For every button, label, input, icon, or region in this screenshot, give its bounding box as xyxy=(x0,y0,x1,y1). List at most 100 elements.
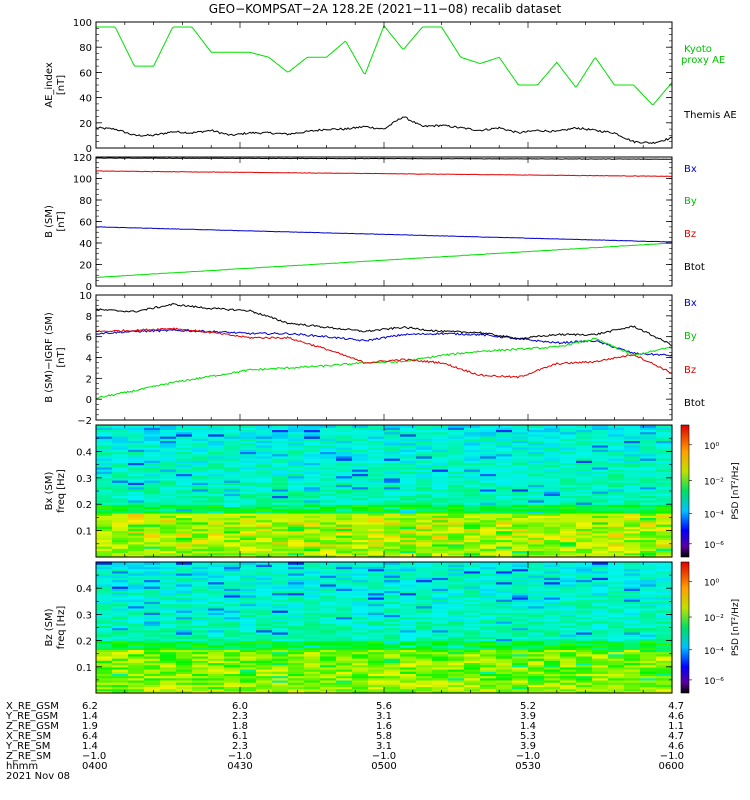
heatmap-cell xyxy=(224,550,241,554)
heatmap-cell xyxy=(336,491,353,494)
heatmap-cell xyxy=(464,425,481,428)
heatmap-cell xyxy=(528,594,545,598)
heatmap-cell xyxy=(512,455,529,459)
heatmap-cell xyxy=(416,427,433,430)
heatmap-cell xyxy=(640,660,657,664)
heatmap-cell xyxy=(640,510,657,514)
heatmap-cell xyxy=(432,629,449,633)
heatmap-cell xyxy=(96,484,113,488)
heatmap-cell xyxy=(224,499,241,503)
heatmap-cell xyxy=(160,539,177,543)
heatmap-cell xyxy=(656,429,673,433)
heatmap-cell xyxy=(448,442,465,446)
heatmap-cell xyxy=(272,620,289,624)
heatmap-cell xyxy=(480,638,497,642)
heatmap-cell xyxy=(336,616,353,620)
heatmap-cell xyxy=(256,493,273,496)
heatmap-cell xyxy=(208,649,225,653)
heatmap-cell xyxy=(128,524,145,527)
heatmap-cell xyxy=(592,566,609,570)
heatmap-cell xyxy=(304,651,321,655)
heatmap-cell xyxy=(448,491,465,494)
heatmap-cell xyxy=(304,629,321,633)
heatmap-cell xyxy=(288,537,305,540)
heatmap-cell xyxy=(112,599,129,602)
heatmap-cell xyxy=(352,524,369,527)
heatmap-cell xyxy=(240,599,257,602)
heatmap-cell xyxy=(224,429,241,433)
legend-entry: Bx xyxy=(684,298,697,309)
heatmap-cell xyxy=(560,471,577,474)
heatmap-cell xyxy=(256,460,273,463)
heatmap-cell xyxy=(304,682,321,685)
heatmap-cell xyxy=(368,636,385,640)
legend-entry: By xyxy=(684,196,697,207)
heatmap-cell xyxy=(384,442,401,446)
heatmap-cell xyxy=(544,491,561,494)
heatmap-cell xyxy=(400,546,417,549)
heatmap-cell xyxy=(544,627,561,631)
heatmap-cell xyxy=(656,444,673,448)
heatmap-cell xyxy=(432,581,449,585)
heatmap-cell xyxy=(272,436,289,439)
heatmap-cell xyxy=(576,636,593,640)
heatmap-cell xyxy=(432,601,449,605)
heatmap-cell xyxy=(368,530,385,534)
heatmap-cell xyxy=(224,592,241,596)
heatmap-cell xyxy=(448,484,465,488)
heatmap-cell xyxy=(656,666,673,670)
heatmap-cell xyxy=(560,466,577,470)
heatmap-cell xyxy=(224,436,241,439)
heatmap-cell xyxy=(464,651,481,655)
heatmap-cell xyxy=(576,451,593,455)
heatmap-cell xyxy=(320,647,337,650)
heatmap-cell xyxy=(656,477,673,481)
heatmap-cell xyxy=(496,649,513,653)
heatmap-cell xyxy=(352,610,369,613)
heatmap-cell xyxy=(592,482,609,485)
heatmap-cell xyxy=(528,475,545,479)
heatmap-cell xyxy=(560,431,577,435)
heatmap-cell xyxy=(448,519,465,523)
heatmap-cell xyxy=(592,642,609,646)
heatmap-cell xyxy=(96,554,113,558)
heatmap-cell xyxy=(592,579,609,583)
heatmap-cell xyxy=(416,491,433,494)
heatmap-cell xyxy=(96,510,113,514)
heatmap-cell xyxy=(656,679,673,683)
heatmap-cell xyxy=(96,623,113,626)
heatmap-cell xyxy=(320,515,337,518)
heatmap-cell xyxy=(272,647,289,650)
heatmap-cell xyxy=(96,447,113,450)
heatmap-cell xyxy=(304,517,321,521)
heatmap-cell xyxy=(304,447,321,450)
heatmap-cell xyxy=(304,575,321,578)
heatmap-cell xyxy=(176,526,193,529)
heatmap-cell xyxy=(208,607,225,611)
heatmap-cell xyxy=(576,666,593,670)
heatmap-cell xyxy=(128,620,145,624)
heatmap-cell xyxy=(352,572,369,576)
heatmap-cell xyxy=(368,451,385,455)
heatmap-cell xyxy=(592,546,609,549)
heatmap-cell xyxy=(336,513,353,516)
heatmap-cell xyxy=(448,546,465,549)
heatmap-cell xyxy=(400,458,417,461)
heatmap-cell xyxy=(448,675,465,679)
heatmap-cell xyxy=(512,521,529,525)
heatmap-cell xyxy=(432,524,449,527)
heatmap-cell xyxy=(608,530,625,534)
heatmap-cell xyxy=(512,658,529,661)
heatmap-cell xyxy=(528,519,545,523)
heatmap-cell xyxy=(304,588,321,591)
heatmap-cell xyxy=(592,625,609,629)
heatmap-cell xyxy=(448,517,465,521)
heatmap-cell xyxy=(160,575,177,578)
heatmap-cell xyxy=(288,431,305,435)
heatmap-cell xyxy=(624,603,641,607)
heatmap-cell xyxy=(528,506,545,510)
heatmap-cell xyxy=(480,592,497,596)
heatmap-cell xyxy=(432,568,449,572)
footer-value: 4.7 xyxy=(668,731,684,742)
heatmap-cell xyxy=(368,607,385,611)
